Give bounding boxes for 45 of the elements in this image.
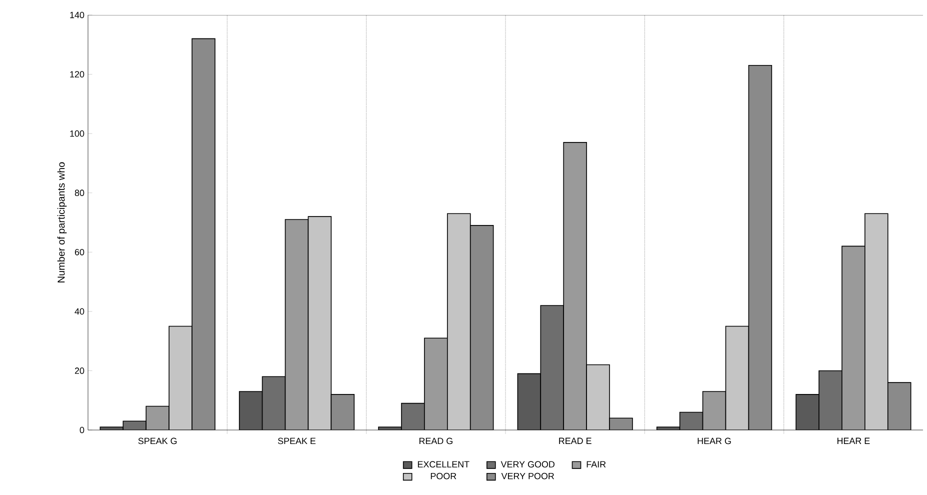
y-tick-label: 100 (70, 130, 84, 137)
y-axis-title: Number of participants who (57, 162, 67, 282)
bar (842, 246, 866, 430)
x-tick-label: READ E (559, 438, 592, 444)
y-tick-label: 20 (74, 368, 84, 374)
bar (238, 391, 263, 430)
x-tick-label: READ G (419, 438, 452, 444)
y-tick-label: 140 (70, 12, 84, 18)
bar (563, 142, 587, 430)
bar (470, 225, 494, 430)
bar (424, 338, 448, 430)
bar (192, 38, 216, 430)
legend-label: VERY POOR (501, 472, 554, 480)
bar (517, 373, 542, 430)
bar (540, 305, 564, 430)
legend-label: VERY GOOD (500, 461, 554, 468)
bar (284, 219, 309, 430)
x-tick-label: SPEAK G (138, 438, 177, 444)
x-tick-label: HEAR E (837, 438, 870, 444)
bar (748, 64, 772, 430)
bar (308, 216, 332, 430)
bar (330, 394, 355, 430)
y-tick-label: 40 (74, 308, 84, 315)
bar (168, 326, 192, 430)
bar (586, 364, 610, 430)
y-tick-label: 120 (70, 71, 84, 78)
bar (725, 326, 750, 430)
bar (146, 406, 170, 430)
bar (262, 376, 286, 430)
bar (796, 394, 820, 430)
y-tick-label: 80 (74, 190, 84, 196)
bar (864, 213, 888, 430)
bar (887, 382, 912, 430)
legend-label: POOR (430, 472, 456, 480)
bar (818, 370, 842, 430)
bar (447, 213, 471, 430)
x-tick-label: HEAR G (698, 438, 731, 444)
bar (702, 391, 726, 430)
legend-label: FAIR (586, 461, 606, 468)
legend-label: EXCELLENT (418, 461, 470, 468)
x-tick-label: SPEAK E (278, 438, 316, 444)
y-tick-label: 60 (74, 248, 84, 256)
bar (679, 412, 704, 430)
bar (401, 402, 425, 430)
y-tick-label: 0 (80, 426, 84, 434)
